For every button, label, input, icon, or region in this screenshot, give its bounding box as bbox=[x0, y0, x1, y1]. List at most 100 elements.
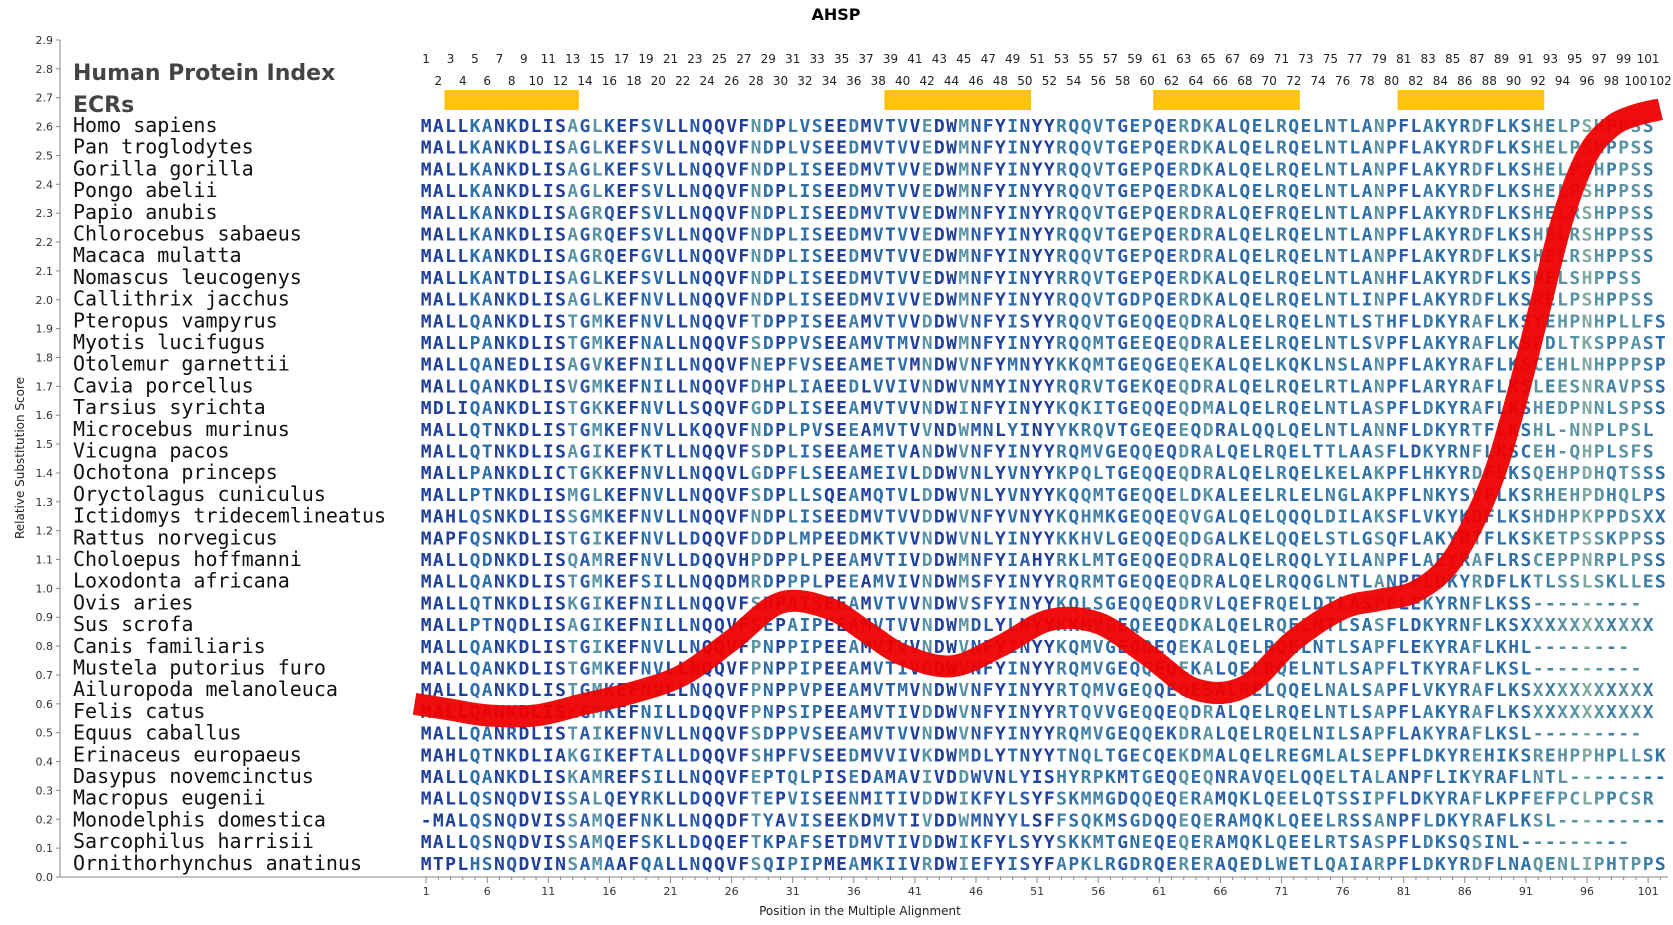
residue: K bbox=[604, 637, 615, 658]
residue: T bbox=[751, 810, 762, 831]
residue: M bbox=[861, 854, 872, 875]
residue: L bbox=[1508, 810, 1519, 831]
residue: K bbox=[1496, 659, 1507, 680]
residue: G bbox=[1142, 767, 1153, 788]
residue: P bbox=[1618, 333, 1629, 354]
residue: L bbox=[665, 572, 676, 593]
residue: L bbox=[1349, 116, 1360, 137]
residue: E bbox=[1252, 203, 1263, 224]
residue: E bbox=[1166, 290, 1177, 311]
residue: L bbox=[1301, 724, 1312, 745]
residue: K bbox=[604, 507, 615, 528]
residue: F bbox=[738, 268, 749, 289]
residue: L bbox=[445, 420, 456, 441]
residue: S bbox=[1569, 572, 1580, 593]
residue: - bbox=[1557, 724, 1568, 745]
residue: A bbox=[604, 854, 615, 875]
residue: H bbox=[738, 550, 749, 571]
residue: E bbox=[824, 810, 835, 831]
residue: E bbox=[922, 246, 933, 267]
residue: P bbox=[775, 311, 786, 332]
residue: D bbox=[934, 398, 945, 419]
residue: A bbox=[1362, 225, 1373, 246]
residue: S bbox=[555, 268, 566, 289]
residue: I bbox=[543, 528, 554, 549]
residue: Q bbox=[1142, 593, 1153, 614]
residue: E bbox=[616, 745, 627, 766]
residue: F bbox=[628, 637, 639, 658]
residue: V bbox=[909, 550, 920, 571]
residue: D bbox=[934, 593, 945, 614]
residue: A bbox=[1215, 355, 1226, 376]
residue: N bbox=[690, 376, 701, 397]
residue: Q bbox=[1129, 789, 1140, 810]
position-number: 51 bbox=[1029, 52, 1044, 66]
residue: H bbox=[1533, 159, 1544, 180]
species-label: Erinaceus europaeus bbox=[73, 742, 302, 766]
residue: T bbox=[1337, 203, 1348, 224]
residue: Y bbox=[1325, 550, 1336, 571]
residue: L bbox=[1313, 246, 1324, 267]
residue: L bbox=[1520, 767, 1531, 788]
residue: V bbox=[1105, 702, 1116, 723]
residue: X bbox=[1569, 615, 1580, 636]
position-numbers: 1 3 5 7 9 11 13 15 17 19 21 23 25 27 29 31 33 35 37 39 41 43 4… bbox=[422, 52, 1671, 88]
residue: A bbox=[909, 442, 920, 463]
residue: K bbox=[1508, 138, 1519, 159]
residue: A bbox=[1459, 637, 1470, 658]
residue: E bbox=[1252, 745, 1263, 766]
residue: P bbox=[1386, 854, 1397, 875]
residue: W bbox=[946, 507, 957, 528]
residue: I bbox=[653, 615, 664, 636]
residue: Y bbox=[1044, 290, 1055, 311]
residue: M bbox=[421, 745, 432, 766]
residue: P bbox=[787, 311, 798, 332]
residue: - bbox=[1618, 724, 1629, 745]
residue: A bbox=[787, 832, 798, 853]
residue: E bbox=[1472, 745, 1483, 766]
position-number: 45 bbox=[956, 52, 971, 66]
residue: S bbox=[1618, 268, 1629, 289]
residue: Q bbox=[1142, 311, 1153, 332]
residue: P bbox=[1374, 724, 1385, 745]
residue: Q bbox=[1288, 355, 1299, 376]
substitution-score-line bbox=[412, 98, 1663, 728]
residue: S bbox=[1655, 854, 1666, 875]
residue: P bbox=[1606, 550, 1617, 571]
residue: M bbox=[592, 832, 603, 853]
residue: T bbox=[1337, 420, 1348, 441]
residue: L bbox=[457, 810, 468, 831]
residue: E bbox=[836, 442, 847, 463]
residue: S bbox=[567, 854, 578, 875]
residue: E bbox=[836, 203, 847, 224]
residue: V bbox=[897, 593, 908, 614]
residue: D bbox=[518, 311, 529, 332]
residue: L bbox=[1349, 507, 1360, 528]
residue: E bbox=[1178, 637, 1189, 658]
residue: L bbox=[1313, 528, 1324, 549]
residue: D bbox=[934, 311, 945, 332]
residue: M bbox=[861, 550, 872, 571]
residue: V bbox=[958, 528, 969, 549]
residue: R bbox=[1264, 442, 1275, 463]
residue: V bbox=[909, 702, 920, 723]
residue: L bbox=[1411, 311, 1422, 332]
residue: P bbox=[1606, 745, 1617, 766]
residue: D bbox=[1191, 333, 1202, 354]
residue: L bbox=[457, 181, 468, 202]
residue: P bbox=[775, 615, 786, 636]
residue: D bbox=[518, 138, 529, 159]
residue: A bbox=[580, 550, 591, 571]
residue: S bbox=[1655, 463, 1666, 484]
x-tick-label: 61 bbox=[1152, 885, 1166, 898]
y-tick-label: 1.8 bbox=[36, 351, 54, 364]
residue: N bbox=[494, 311, 505, 332]
residue: M bbox=[592, 810, 603, 831]
residue: N bbox=[641, 398, 652, 419]
residue: W bbox=[946, 593, 957, 614]
residue: V bbox=[897, 398, 908, 419]
residue: L bbox=[1313, 355, 1324, 376]
residue: - bbox=[1533, 724, 1544, 745]
residue: F bbox=[628, 268, 639, 289]
residue: V bbox=[1423, 507, 1434, 528]
